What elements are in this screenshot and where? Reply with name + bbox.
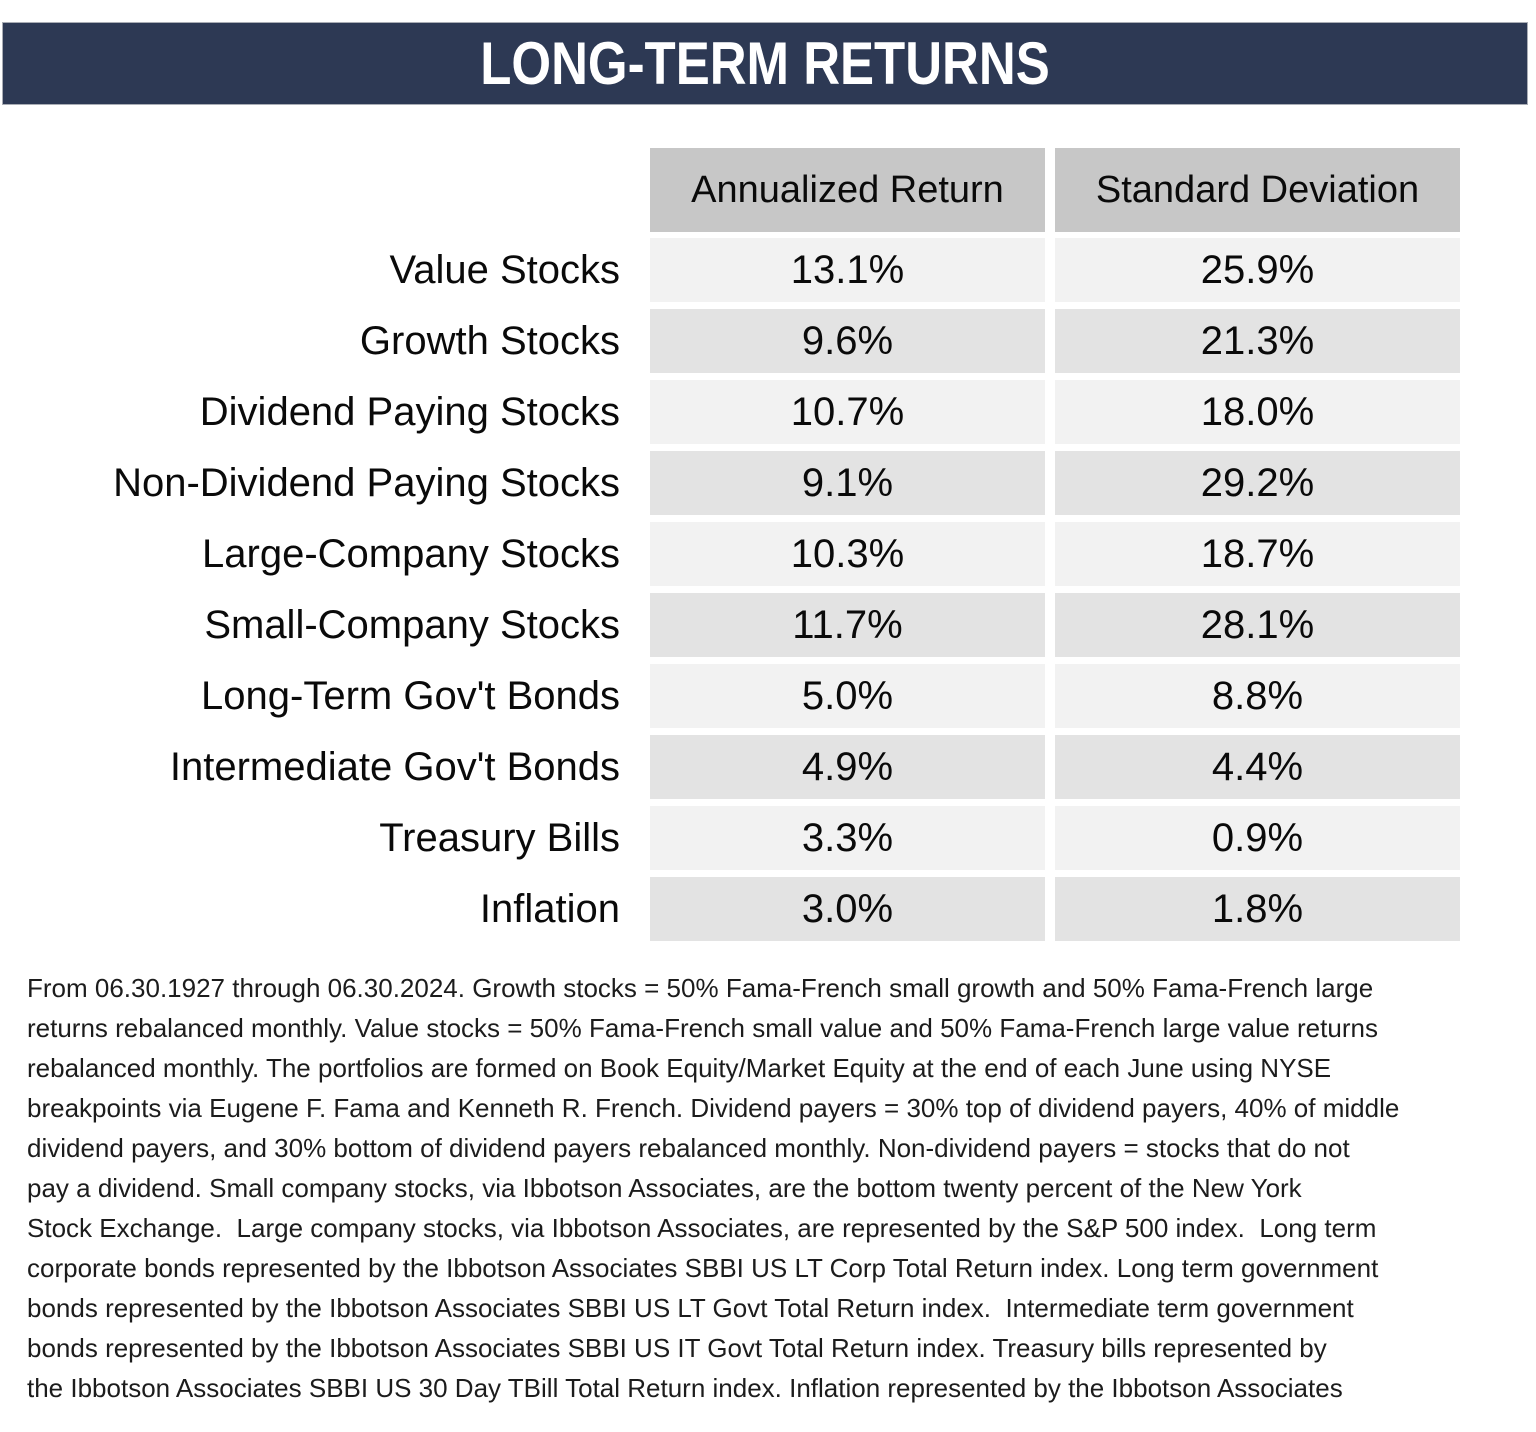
- annualized-return-cell: 11.7%: [650, 593, 1045, 657]
- annualized-return-cell: 3.3%: [650, 806, 1045, 870]
- standard-deviation-cell: 28.1%: [1055, 593, 1460, 657]
- column-gap: [1045, 593, 1055, 657]
- column-gap: [620, 735, 650, 799]
- column-gap: [1045, 451, 1055, 515]
- footnote-line: From 06.30.1927 through 06.30.2024. Grow…: [27, 973, 1374, 1003]
- footnote-line: bonds represented by the Ibbotson Associ…: [27, 1293, 1354, 1323]
- row-label: Inflation: [479, 886, 620, 931]
- footnote-line: Stock Exchange. Large company stocks, vi…: [27, 1213, 1377, 1243]
- standard-deviation-cell: 25.9%: [1055, 238, 1460, 302]
- page-title: LONG-TERM RETURNS: [480, 30, 1050, 97]
- footnote-line: rebalanced monthly. The portfolios are f…: [27, 1053, 1332, 1083]
- standard-deviation-cell: 18.7%: [1055, 522, 1460, 586]
- column-header-standard-deviation: Standard Deviation: [1055, 148, 1460, 232]
- standard-deviation-cell: 18.0%: [1055, 380, 1460, 444]
- annualized-return-cell: 9.6%: [650, 309, 1045, 373]
- table-row: Large-Company Stocks 10.3% 18.7%: [0, 522, 1536, 586]
- row-label: Small-Company Stocks: [204, 602, 620, 647]
- annualized-return-cell: 9.1%: [650, 451, 1045, 515]
- table-row: Intermediate Gov't Bonds 4.9% 4.4%: [0, 735, 1536, 799]
- column-gap: [1045, 522, 1055, 586]
- standard-deviation-cell: 0.9%: [1055, 806, 1460, 870]
- footnote-line: dividend payers, and 30% bottom of divid…: [27, 1133, 1350, 1163]
- row-label: Treasury Bills: [379, 815, 620, 860]
- column-gap: [620, 522, 650, 586]
- column-gap: [620, 451, 650, 515]
- footnote-line: breakpoints via Eugene F. Fama and Kenne…: [27, 1093, 1400, 1123]
- footnote-line: bonds represented by the Ibbotson Associ…: [27, 1333, 1327, 1363]
- column-gap: [1045, 806, 1055, 870]
- standard-deviation-cell: 8.8%: [1055, 664, 1460, 728]
- column-gap: [1045, 309, 1055, 373]
- table-row: Long-Term Gov't Bonds 5.0% 8.8%: [0, 664, 1536, 728]
- annualized-return-cell: 4.9%: [650, 735, 1045, 799]
- table-row: Dividend Paying Stocks 10.7% 18.0%: [0, 380, 1536, 444]
- column-gap: [620, 806, 650, 870]
- table-row: Non-Dividend Paying Stocks 9.1% 29.2%: [0, 451, 1536, 515]
- standard-deviation-cell: 4.4%: [1055, 735, 1460, 799]
- column-header-annualized-return: Annualized Return: [650, 148, 1045, 232]
- standard-deviation-cell: 29.2%: [1055, 451, 1460, 515]
- column-gap: [620, 664, 650, 728]
- column-gap: [620, 148, 650, 232]
- column-gap: [1045, 877, 1055, 941]
- footnote-line: the Ibbotson Associates SBBI US 30 Day T…: [27, 1373, 1343, 1403]
- page: LONG-TERM RETURNS Annualized Return Stan…: [0, 22, 1536, 1432]
- standard-deviation-cell: 1.8%: [1055, 877, 1460, 941]
- title-bar: LONG-TERM RETURNS: [2, 22, 1528, 105]
- annualized-return-cell: 5.0%: [650, 664, 1045, 728]
- annualized-return-cell: 3.0%: [650, 877, 1045, 941]
- column-gap: [1045, 664, 1055, 728]
- header-spacer: [0, 148, 620, 232]
- row-label: Value Stocks: [389, 247, 621, 292]
- row-label: Dividend Paying Stocks: [199, 389, 620, 434]
- column-gap: [620, 877, 650, 941]
- row-label: Long-Term Gov't Bonds: [201, 673, 620, 718]
- annualized-return-cell: 10.3%: [650, 522, 1045, 586]
- column-gap: [620, 380, 650, 444]
- table-row: Treasury Bills 3.3% 0.9%: [0, 806, 1536, 870]
- row-label: Intermediate Gov't Bonds: [169, 744, 620, 789]
- table-header-row: Annualized Return Standard Deviation: [0, 148, 1536, 232]
- table-row: Value Stocks 13.1% 25.9%: [0, 238, 1536, 302]
- column-gap: [620, 593, 650, 657]
- column-gap: [1045, 735, 1055, 799]
- column-gap: [620, 309, 650, 373]
- column-gap: [1045, 380, 1055, 444]
- column-gap: [1045, 238, 1055, 302]
- footnote-line: corporate bonds represented by the Ibbot…: [27, 1253, 1379, 1283]
- footnote-line: pay a dividend. Small company stocks, vi…: [27, 1173, 1302, 1203]
- table-row: Inflation 3.0% 1.8%: [0, 877, 1536, 941]
- table-row: Growth Stocks 9.6% 21.3%: [0, 309, 1536, 373]
- annualized-return-cell: 10.7%: [650, 380, 1045, 444]
- footnote-line: returns rebalanced monthly. Value stocks…: [27, 1013, 1378, 1043]
- row-label: Non-Dividend Paying Stocks: [113, 460, 620, 505]
- row-label: Large-Company Stocks: [202, 531, 620, 576]
- column-gap: [1045, 148, 1055, 232]
- table-row: Small-Company Stocks 11.7% 28.1%: [0, 593, 1536, 657]
- standard-deviation-cell: 21.3%: [1055, 309, 1460, 373]
- row-label: Growth Stocks: [359, 318, 620, 363]
- returns-table: Annualized Return Standard Deviation Val…: [0, 148, 1536, 941]
- footnote: From 06.30.1927 through 06.30.2024. Grow…: [0, 968, 1536, 1408]
- annualized-return-cell: 13.1%: [650, 238, 1045, 302]
- column-gap: [620, 238, 650, 302]
